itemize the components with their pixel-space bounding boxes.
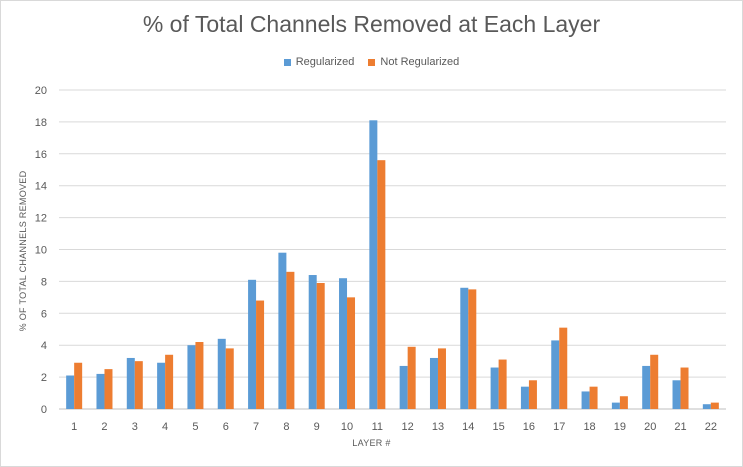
bar-not-regularized [619,396,628,409]
bar-not-regularized [559,327,568,409]
x-tick-label: 4 [162,421,168,433]
bar-regularized [187,345,196,409]
bar-not-regularized [104,369,113,409]
y-tick-label: 14 [35,181,47,193]
bar-regularized [399,365,408,409]
bar-not-regularized [225,348,234,409]
legend-label-not-regularized: Not Regularized [380,56,460,68]
y-tick-label: 6 [41,308,47,320]
x-tick-label: 6 [223,421,229,433]
bar-not-regularized [680,367,689,409]
bar-not-regularized [165,354,174,409]
x-tick-label: 5 [192,421,198,433]
bar-regularized [126,357,135,409]
bar-not-regularized [650,354,659,409]
bar-regularized [369,120,378,410]
y-tick-label: 16 [35,149,47,161]
x-tick-label: 14 [462,421,474,433]
bar-regularized [96,373,105,409]
x-tick-label: 3 [132,421,138,433]
x-tick-label: 15 [492,421,504,433]
legend-swatch-not-regularized [368,58,376,66]
bar-not-regularized [377,160,386,409]
legend: Regularized Not Regularized [1,56,742,68]
bar-regularized [672,380,681,409]
bar-not-regularized [316,282,325,409]
bar-not-regularized [468,289,477,409]
x-tick-label: 18 [583,421,595,433]
legend-swatch-regularized [283,58,291,66]
bar-regularized [551,340,560,409]
bar-not-regularized [407,346,416,409]
bar-regularized [217,338,226,409]
x-tick-label: 8 [283,421,289,433]
bar-not-regularized [195,342,204,409]
y-tick-label: 12 [35,213,47,225]
bar-not-regularized [347,297,356,409]
bar-not-regularized [134,361,143,409]
bar-regularized [642,365,651,409]
bar-not-regularized [74,362,83,409]
bar-regularized [581,391,590,409]
bar-regularized [308,275,317,409]
bar-regularized [460,287,469,409]
bar-regularized [429,357,438,409]
bar-not-regularized [498,359,507,409]
x-tick-label: 22 [705,421,717,433]
x-tick-label: 13 [432,421,444,433]
y-tick-label: 2 [41,372,47,384]
bar-not-regularized [710,402,719,409]
y-tick-label: 8 [41,276,47,288]
bar-not-regularized [528,380,537,409]
x-tick-label: 19 [614,421,626,433]
x-tick-label: 21 [674,421,686,433]
y-tick-label: 20 [35,85,47,97]
bar-not-regularized [286,271,295,409]
bar-not-regularized [256,300,265,409]
bar-regularized [278,252,287,409]
legend-item-regularized: Regularized [283,56,355,68]
x-tick-label: 12 [402,421,414,433]
bar-regularized [611,402,620,409]
bar-regularized [248,279,257,409]
bar-regularized [702,404,711,409]
x-tick-label: 1 [71,421,77,433]
x-tick-label: 20 [644,421,656,433]
x-tick-label: 9 [314,421,320,433]
bar-regularized [339,278,348,409]
y-tick-label: 4 [41,340,47,352]
x-tick-label: 17 [553,421,565,433]
x-tick-label: 16 [523,421,535,433]
x-tick-label: 7 [253,421,259,433]
bar-regularized [157,362,166,409]
y-axis-label: % OF TOTAL CHANNELS REMOVED [18,170,28,332]
y-tick-label: 10 [35,245,47,257]
x-tick-label: 2 [101,421,107,433]
y-tick-label: 18 [35,117,47,129]
bar-regularized [66,375,75,409]
chart-title: % of Total Channels Removed at Each Laye… [142,11,601,37]
bar-regularized [490,367,499,409]
bar-not-regularized [589,386,598,409]
legend-label-regularized: Regularized [295,56,355,68]
x-tick-label: 11 [372,421,383,433]
x-axis-label: LAYER # [352,438,391,448]
legend-item-not-regularized: Not Regularized [368,56,459,68]
bar-regularized [520,386,529,409]
y-tick-label: 0 [41,404,47,416]
x-tick-label: 10 [341,421,353,433]
bar-not-regularized [437,348,446,409]
